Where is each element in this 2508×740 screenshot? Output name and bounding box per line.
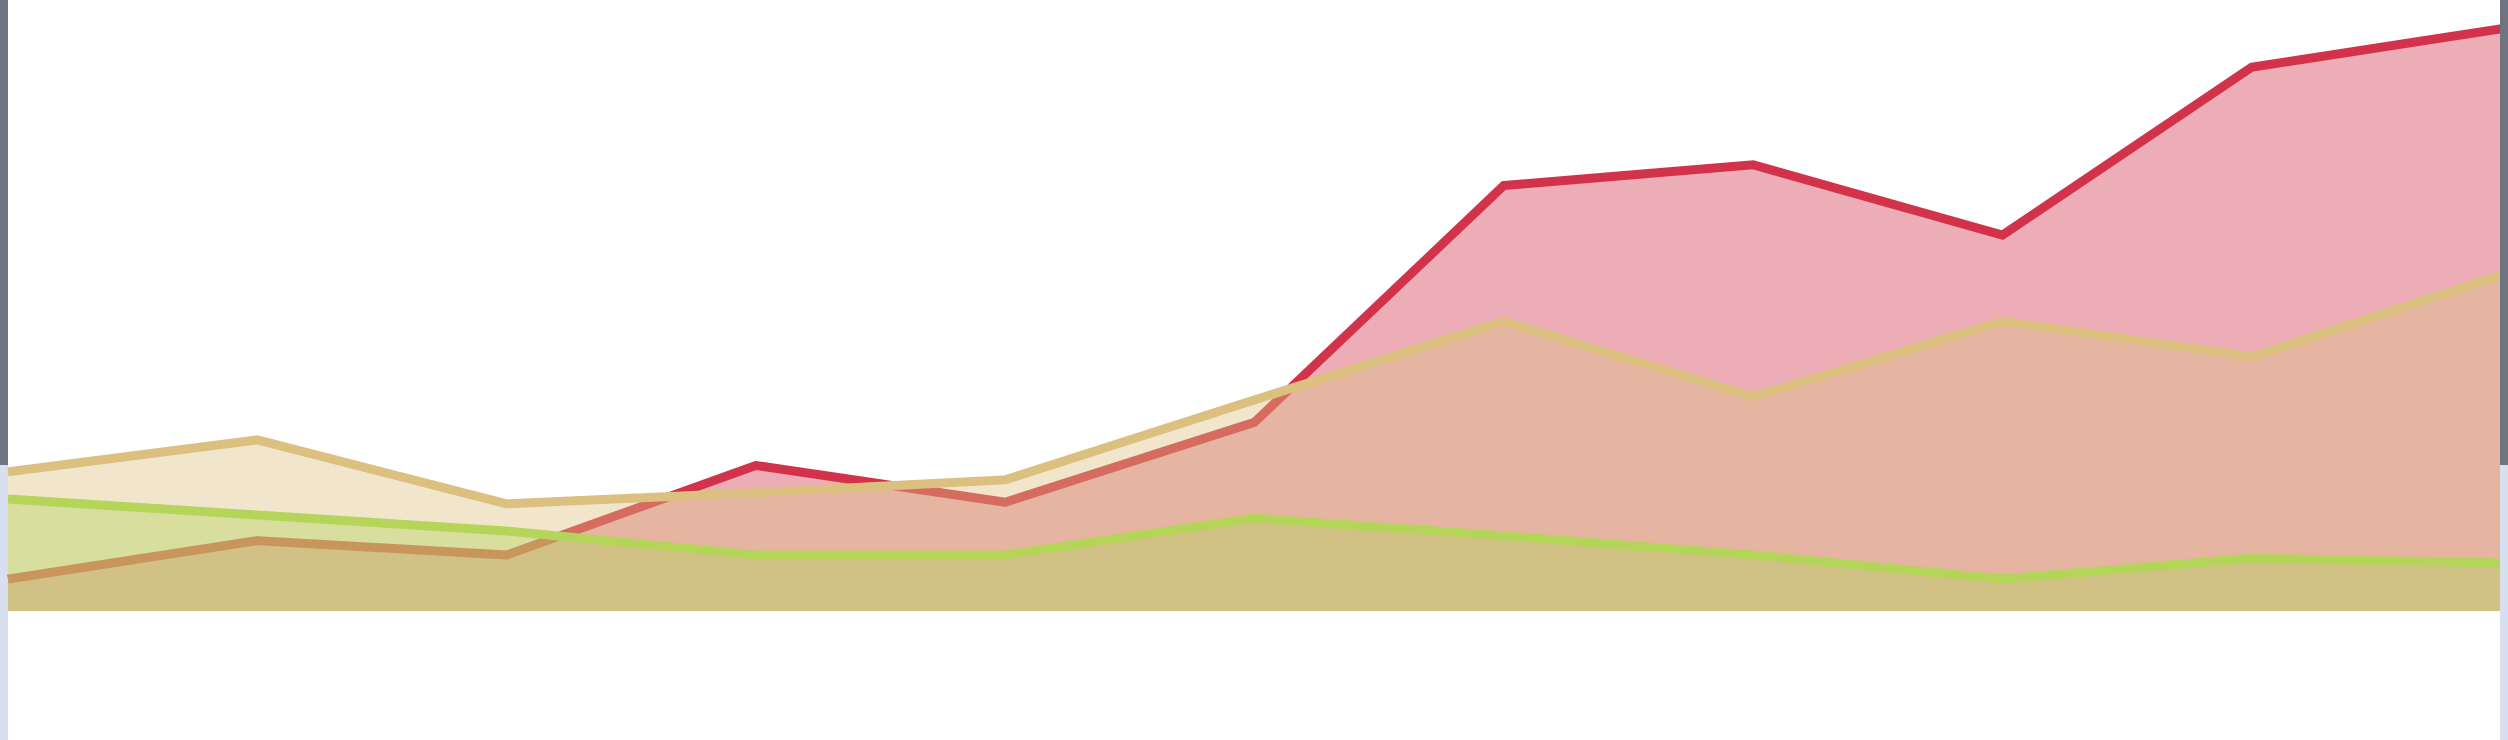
plot-area (7, 24, 2503, 611)
area-line (7, 494, 2502, 584)
left-handle-lower[interactable] (0, 465, 8, 740)
right-handle[interactable] (2500, 0, 2508, 465)
area-fill (8, 499, 2501, 611)
area-line (7, 270, 2503, 509)
area-line (7, 24, 2502, 584)
right-handle-lower[interactable] (2500, 465, 2508, 740)
left-handle[interactable] (0, 0, 8, 465)
area-fill (8, 28, 2501, 611)
